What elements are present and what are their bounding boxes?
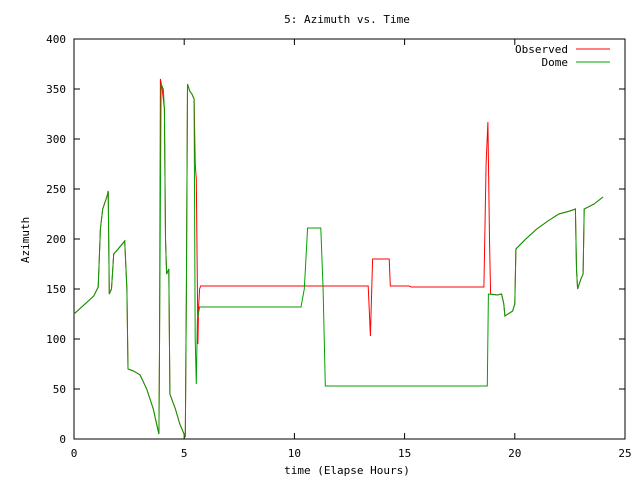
x-tick-label: 0 (71, 447, 78, 460)
y-tick-label: 200 (46, 233, 66, 246)
plot-frame (73, 38, 626, 440)
y-axis: 0 50 100 150 200 250 300 350 400 (46, 33, 625, 446)
x-tick-label: 20 (508, 447, 521, 460)
series-line-observed (73, 78, 604, 438)
series-line-dome (73, 83, 604, 438)
legend-label-observed: Observed (515, 43, 568, 56)
y-tick-label: 0 (59, 433, 66, 446)
y-tick-label: 350 (46, 83, 66, 96)
y-tick-label: 400 (46, 33, 66, 46)
x-tick-label: 15 (398, 447, 411, 460)
legend-label-dome: Dome (542, 56, 569, 69)
y-tick-label: 150 (46, 283, 66, 296)
x-tick-label: 25 (618, 447, 631, 460)
y-tick-label: 250 (46, 183, 66, 196)
x-axis-label: time (Elapse Hours) (284, 464, 410, 477)
y-tick-label: 50 (53, 383, 66, 396)
y-axis-label: Azimuth (19, 217, 32, 263)
x-tick-label: 10 (288, 447, 301, 460)
y-tick-label: 300 (46, 133, 66, 146)
series-layer (73, 78, 604, 438)
x-axis: 0 5 10 15 20 25 (71, 39, 632, 460)
chart-title: 5: Azimuth vs. Time (284, 13, 410, 26)
x-tick-label: 5 (181, 447, 188, 460)
y-tick-label: 100 (46, 333, 66, 346)
